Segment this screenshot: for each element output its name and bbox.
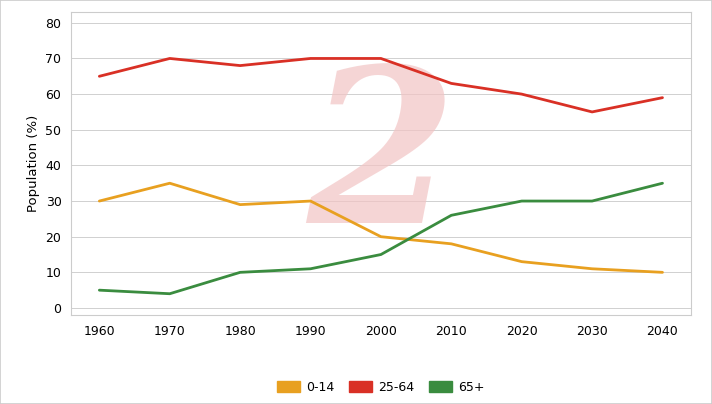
Text: 2: 2	[306, 59, 456, 268]
Y-axis label: Population (%): Population (%)	[27, 115, 40, 212]
Legend: 0-14, 25-64, 65+: 0-14, 25-64, 65+	[271, 374, 491, 400]
